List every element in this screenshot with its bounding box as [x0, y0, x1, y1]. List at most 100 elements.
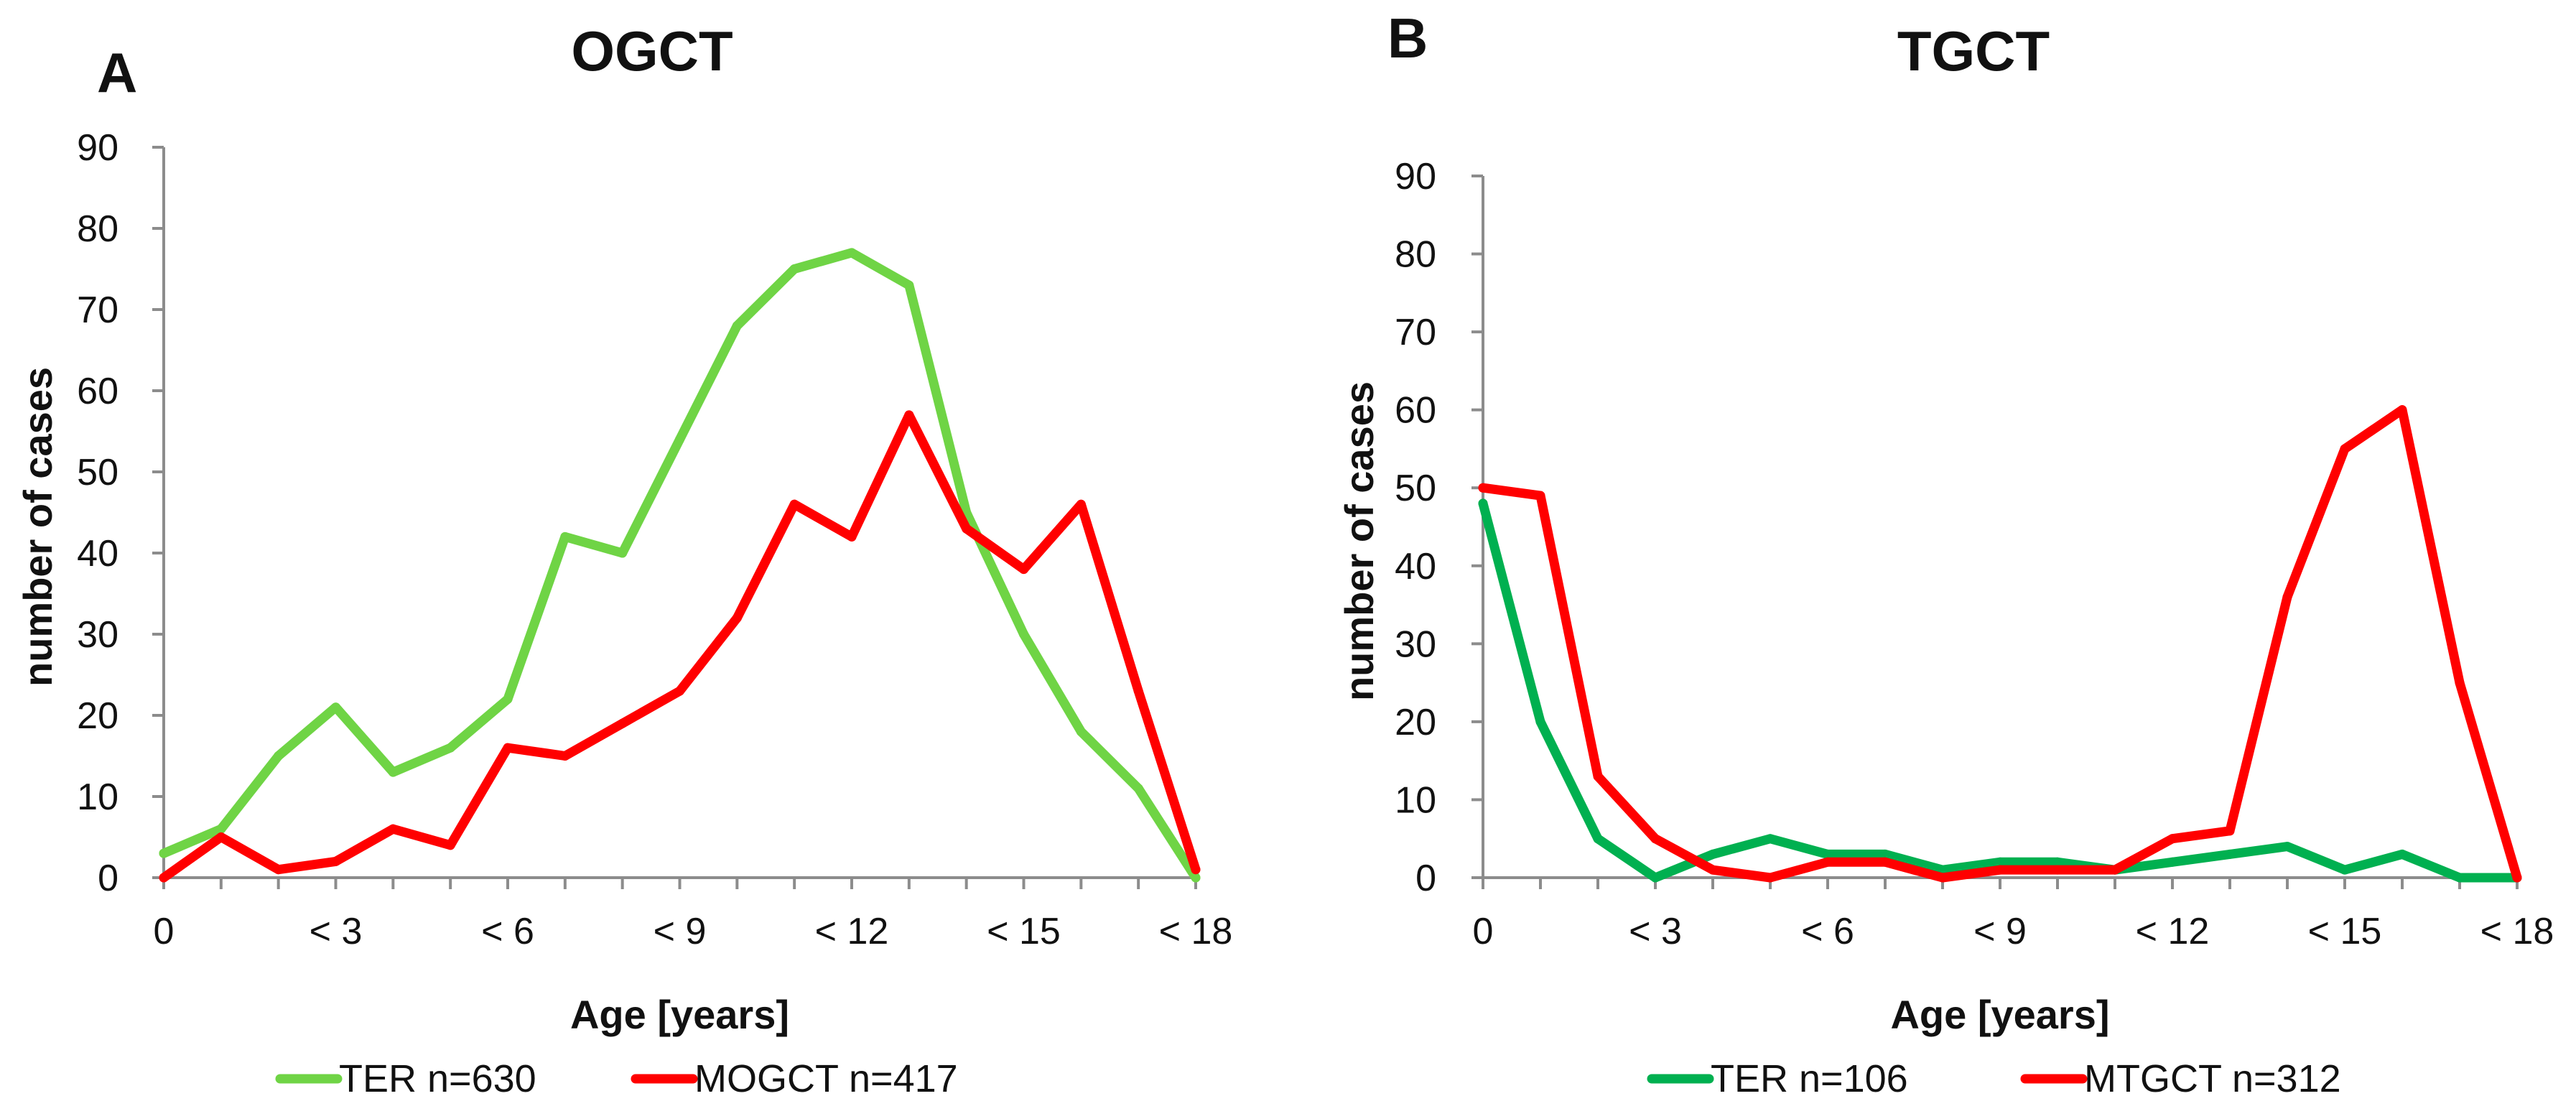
- x-tick-label-a-6: < 18: [1159, 911, 1233, 952]
- legend-label-a-1: MOGCT n=417: [694, 1057, 958, 1100]
- data-point-b-0-10: [2052, 857, 2063, 867]
- series-line-a-0: [159, 248, 1201, 883]
- data-point-b-1-5: [1765, 873, 1775, 883]
- data-point-a-0-4: [388, 767, 398, 777]
- data-point-a-0-17: [1133, 784, 1143, 794]
- data-point-b-1-14: [2282, 592, 2292, 602]
- data-point-a-1-10: [732, 613, 742, 623]
- y-tick-label-a-70: 70: [77, 289, 118, 331]
- x-tick-label-a-5: < 15: [987, 911, 1061, 952]
- data-point-a-0-5: [445, 743, 455, 753]
- y-tick-label-a-50: 50: [77, 452, 118, 493]
- x-tick-label-a-3: < 9: [654, 911, 707, 952]
- data-point-b-0-4: [1708, 849, 1718, 859]
- x-tick-label-a-0: 0: [154, 911, 175, 952]
- x-tick-label-b-5: < 15: [2308, 911, 2382, 952]
- series-line-b-1: [1478, 405, 2522, 883]
- data-point-a-1-6: [503, 743, 513, 753]
- data-point-a-1-18: [1191, 865, 1201, 875]
- panel-b-letter: B: [1387, 6, 1428, 70]
- data-point-a-1-1: [216, 832, 226, 842]
- data-point-a-1-7: [560, 751, 570, 761]
- data-point-a-0-6: [503, 694, 513, 704]
- data-point-b-0-7: [1880, 849, 1890, 859]
- x-axis-title-a: Age [years]: [570, 992, 789, 1037]
- x-axis-title-b: Age [years]: [1890, 992, 2109, 1037]
- y-tick-label-b-80: 80: [1395, 234, 1436, 276]
- legend-label-b-1: MTGCT n=312: [2084, 1057, 2341, 1100]
- y-tick-label-a-40: 40: [77, 533, 118, 575]
- x-tick-label-b-0: 0: [1473, 911, 1494, 952]
- y-tick-label-a-0: 0: [98, 858, 118, 899]
- data-point-b-1-15: [2340, 444, 2350, 454]
- data-point-a-1-3: [331, 856, 340, 866]
- data-point-a-0-11: [789, 264, 799, 274]
- data-point-b-1-2: [1593, 771, 1603, 781]
- data-point-b-1-7: [1880, 857, 1890, 867]
- y-tick-label-b-40: 40: [1395, 546, 1436, 588]
- data-point-b-0-2: [1593, 834, 1603, 844]
- x-tick-label-b-2: < 6: [1801, 911, 1854, 952]
- data-point-b-1-4: [1708, 865, 1718, 875]
- data-point-b-1-10: [2052, 865, 2063, 875]
- data-point-b-1-12: [2167, 834, 2177, 844]
- legend-label-a-0: TER n=630: [339, 1057, 536, 1100]
- y-tick-label-a-30: 30: [77, 614, 118, 656]
- y-tick-label-a-20: 20: [77, 695, 118, 737]
- x-tick-label-b-4: < 12: [2136, 911, 2210, 952]
- chart-ogct: 0 10 20 30 40 50 60 70 80 90 0 < 3 < 6 < 9 < 12 < 15 < 1…: [15, 127, 1232, 1100]
- data-point-a-0-13: [904, 280, 914, 290]
- data-point-b-0-3: [1650, 873, 1660, 883]
- series-line-a-1: [159, 410, 1201, 883]
- y-tick-label-b-70: 70: [1395, 312, 1436, 353]
- y-tick-label-a-10: 10: [77, 776, 118, 818]
- data-point-b-0-1: [1535, 717, 1545, 727]
- data-point-a-0-15: [1019, 629, 1028, 639]
- data-point-b-0-12: [2167, 857, 2177, 867]
- y-tick-label-a-90: 90: [77, 127, 118, 169]
- x-tick-label-b-1: < 3: [1629, 911, 1682, 952]
- data-point-a-1-16: [1076, 499, 1086, 509]
- data-point-a-1-4: [388, 824, 398, 834]
- data-point-b-0-5: [1765, 834, 1775, 844]
- data-point-b-1-13: [2225, 826, 2235, 836]
- x-tick-label-b-6: < 18: [2480, 911, 2554, 952]
- data-point-a-0-18: [1191, 873, 1201, 883]
- chart-tgct: 0 10 20 30 40 50 60 70 80 90 0 < 3 < 6 < 9 < 12 < 15 < 1…: [1336, 156, 2554, 1100]
- data-point-a-0-0: [159, 848, 169, 858]
- x-tick-label-a-1: < 3: [310, 911, 363, 952]
- data-point-b-0-13: [2225, 849, 2235, 859]
- data-point-a-1-17: [1133, 686, 1143, 696]
- panel-b-title: TGCT: [1897, 19, 2050, 83]
- data-point-b-0-17: [2455, 873, 2465, 883]
- data-point-b-0-0: [1478, 498, 1488, 509]
- data-point-a-0-3: [331, 702, 340, 712]
- data-point-a-1-8: [618, 718, 628, 728]
- data-point-b-1-17: [2455, 678, 2465, 688]
- x-tick-label-b-3: < 9: [1973, 911, 2027, 952]
- y-tick-label-a-60: 60: [77, 371, 118, 412]
- data-point-b-1-0: [1478, 483, 1488, 493]
- y-tick-label-b-20: 20: [1395, 702, 1436, 743]
- y-tick-label-b-10: 10: [1395, 779, 1436, 821]
- data-point-b-0-15: [2340, 865, 2350, 875]
- data-point-a-0-10: [732, 321, 742, 331]
- data-point-a-0-2: [274, 751, 284, 761]
- data-point-a-0-1: [216, 824, 226, 834]
- data-point-b-1-16: [2397, 405, 2407, 415]
- data-point-b-1-18: [2512, 873, 2522, 883]
- y-axis-title-a: number of cases: [15, 367, 60, 687]
- data-point-a-1-11: [789, 499, 799, 509]
- panel-a-title: OGCT: [571, 19, 733, 83]
- data-point-a-0-16: [1076, 727, 1086, 737]
- data-point-a-0-7: [560, 531, 570, 542]
- panel-a-letter: A: [97, 41, 137, 104]
- data-point-a-1-5: [445, 840, 455, 850]
- y-tick-label-b-90: 90: [1395, 156, 1436, 198]
- data-point-a-0-12: [847, 248, 857, 258]
- y-tick-label-b-50: 50: [1395, 468, 1436, 509]
- data-point-b-0-6: [1823, 849, 1833, 859]
- x-tick-label-a-4: < 12: [815, 911, 889, 952]
- data-point-a-1-9: [675, 686, 684, 696]
